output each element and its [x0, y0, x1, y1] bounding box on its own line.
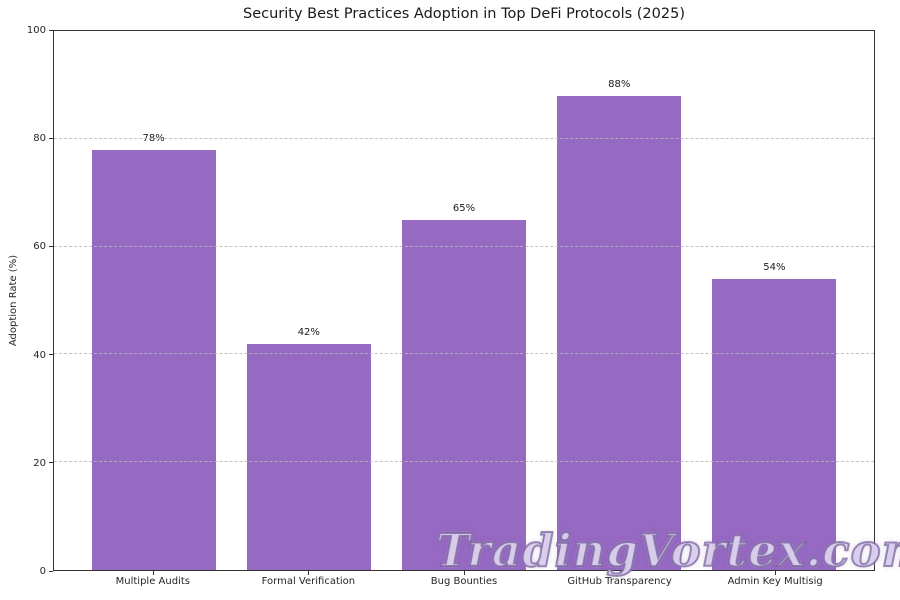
- x-tick-mark: [463, 571, 465, 575]
- bar-admin-key-multisig: [712, 278, 837, 570]
- bar-value-label: 42%: [297, 326, 320, 338]
- x-category: Admin Key Multisig: [697, 571, 853, 587]
- x-tick-mark: [619, 571, 621, 575]
- x-tick-mark: [152, 571, 154, 575]
- bar-value-label: 88%: [608, 78, 631, 90]
- y-tick-label-0: 0: [39, 566, 46, 577]
- y-tick-mark-40: [49, 354, 53, 356]
- x-tick-mark: [775, 571, 777, 575]
- bar-value-label: 65%: [452, 202, 476, 214]
- y-axis-tick-marks: [49, 29, 53, 572]
- x-category: GitHub Transparency: [542, 571, 698, 587]
- y-tick-mark-60: [49, 245, 53, 247]
- y-tick-mark-100: [49, 29, 53, 31]
- gridline-60: [54, 245, 874, 247]
- x-axis-tick-labels: Multiple Audits Formal Verification Bug Bo…: [53, 571, 875, 587]
- y-tick-mark-0: [49, 570, 53, 572]
- bar-slot: 42%: [231, 31, 386, 570]
- bars-layer: 78% 42% 65% 88% 54%: [54, 31, 874, 570]
- gridline-40: [54, 353, 874, 355]
- x-tick-label: Formal Verification: [261, 576, 356, 587]
- y-tick-mark-80: [49, 137, 53, 139]
- bar-slot: 54%: [697, 31, 852, 570]
- x-tick-label: Multiple Audits: [115, 576, 190, 587]
- bar-slot: 65%: [386, 31, 541, 570]
- y-axis-tick-labels: 0 20 40 60 80 100: [0, 25, 46, 577]
- plot-area: 78% 42% 65% 88% 54%: [53, 30, 875, 571]
- bar-slot: 78%: [76, 31, 231, 570]
- gridline-20: [54, 461, 874, 463]
- bar-slot: 88%: [542, 31, 697, 570]
- y-tick-label-60: 60: [33, 241, 46, 253]
- y-tick-label-80: 80: [33, 133, 46, 145]
- y-tick-mark-20: [49, 462, 53, 464]
- x-category: Formal Verification: [231, 571, 387, 587]
- x-tick-label: GitHub Transparency: [567, 576, 672, 587]
- y-tick-label-40: 40: [33, 349, 46, 361]
- chart-title: Security Best Practices Adoption in Top …: [242, 6, 685, 22]
- bar-github-transparency: [557, 95, 682, 570]
- y-tick-label-20: 20: [33, 457, 46, 469]
- x-tick-mark: [308, 571, 310, 575]
- x-tick-label: Admin Key Multisig: [727, 576, 823, 587]
- y-tick-label-100: 100: [26, 25, 46, 36]
- x-category: Bug Bounties: [386, 571, 542, 587]
- bar-multiple-audits: [91, 149, 216, 570]
- bar-bug-bounties: [401, 219, 527, 570]
- gridline-80: [54, 137, 874, 139]
- bar-formal-verification: [246, 343, 371, 570]
- x-category: Multiple Audits: [75, 571, 231, 587]
- x-tick-label: Bug Bounties: [430, 576, 498, 587]
- bar-value-label: 54%: [763, 261, 786, 273]
